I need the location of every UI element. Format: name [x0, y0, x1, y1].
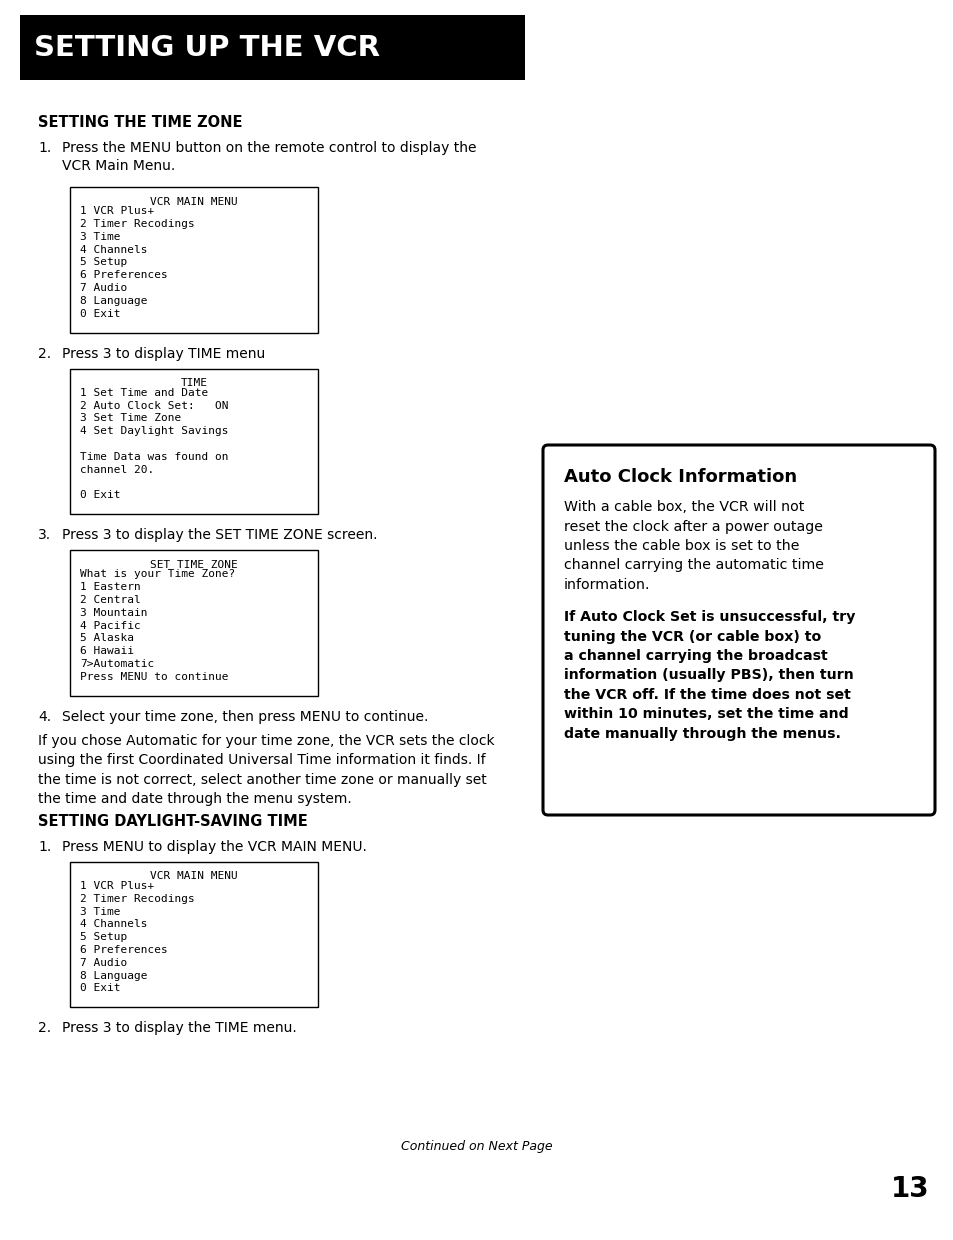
Text: 6 Preferences: 6 Preferences	[80, 270, 168, 280]
Text: 1 Set Time and Date: 1 Set Time and Date	[80, 388, 208, 398]
Text: 1.: 1.	[38, 141, 51, 155]
Text: 2 Auto Clock Set:   ON: 2 Auto Clock Set: ON	[80, 401, 229, 410]
FancyBboxPatch shape	[20, 15, 524, 81]
Text: VCR MAIN MENU: VCR MAIN MENU	[150, 197, 237, 207]
Text: 5 Setup: 5 Setup	[80, 932, 127, 942]
FancyBboxPatch shape	[70, 187, 317, 332]
Text: 7 Audio: 7 Audio	[80, 283, 127, 293]
Text: 3.: 3.	[38, 528, 51, 542]
Text: If Auto Clock Set is unsuccessful, try
tuning the VCR (or cable box) to
a channe: If Auto Clock Set is unsuccessful, try t…	[563, 610, 855, 742]
Text: Continued on Next Page: Continued on Next Page	[401, 1140, 552, 1153]
Text: 4 Pacific: 4 Pacific	[80, 620, 141, 631]
Text: 1.: 1.	[38, 839, 51, 854]
Text: 2 Central: 2 Central	[80, 595, 141, 605]
Text: 0 Exit: 0 Exit	[80, 983, 120, 993]
Text: 2 Timer Recodings: 2 Timer Recodings	[80, 894, 194, 904]
FancyBboxPatch shape	[70, 862, 317, 1007]
Text: SETTING DAYLIGHT-SAVING TIME: SETTING DAYLIGHT-SAVING TIME	[38, 813, 308, 828]
Text: 6 Preferences: 6 Preferences	[80, 945, 168, 955]
Text: 2.: 2.	[38, 347, 51, 361]
Text: 8 Language: 8 Language	[80, 296, 148, 306]
Text: 4 Channels: 4 Channels	[80, 919, 148, 930]
Text: Select your time zone, then press MENU to continue.: Select your time zone, then press MENU t…	[62, 709, 428, 724]
Text: 1 VCR Plus+: 1 VCR Plus+	[80, 880, 154, 892]
Text: 3 Time: 3 Time	[80, 232, 120, 242]
Text: Press 3 to display the TIME menu.: Press 3 to display the TIME menu.	[62, 1022, 296, 1035]
Text: 8 Language: 8 Language	[80, 971, 148, 981]
Text: 13: 13	[890, 1176, 928, 1203]
FancyBboxPatch shape	[70, 368, 317, 515]
Text: What is your Time Zone?: What is your Time Zone?	[80, 569, 235, 579]
Text: 5 Setup: 5 Setup	[80, 258, 127, 268]
FancyBboxPatch shape	[542, 445, 934, 815]
Text: Press MENU to display the VCR MAIN MENU.: Press MENU to display the VCR MAIN MENU.	[62, 839, 367, 854]
Text: 4 Channels: 4 Channels	[80, 244, 148, 254]
Text: 4.: 4.	[38, 709, 51, 724]
Text: 6 Hawaii: 6 Hawaii	[80, 646, 133, 656]
Text: SETTING THE TIME ZONE: SETTING THE TIME ZONE	[38, 115, 242, 130]
Text: 4 Set Daylight Savings: 4 Set Daylight Savings	[80, 427, 229, 436]
Text: Press the MENU button on the remote control to display the
VCR Main Menu.: Press the MENU button on the remote cont…	[62, 141, 476, 174]
Text: VCR MAIN MENU: VCR MAIN MENU	[150, 872, 237, 882]
Text: 7 Audio: 7 Audio	[80, 957, 127, 967]
Text: 7>Automatic: 7>Automatic	[80, 658, 154, 670]
Text: Time Data was found on: Time Data was found on	[80, 451, 229, 461]
Text: SET TIME ZONE: SET TIME ZONE	[150, 559, 237, 570]
Text: 1 Eastern: 1 Eastern	[80, 583, 141, 593]
Text: Auto Clock Information: Auto Clock Information	[563, 467, 797, 486]
Text: With a cable box, the VCR will not
reset the clock after a power outage
unless t: With a cable box, the VCR will not reset…	[563, 500, 823, 591]
Text: 0 Exit: 0 Exit	[80, 490, 120, 500]
FancyBboxPatch shape	[70, 551, 317, 696]
Text: 3 Mountain: 3 Mountain	[80, 608, 148, 618]
Text: SETTING UP THE VCR: SETTING UP THE VCR	[34, 33, 379, 62]
Text: 2 Timer Recodings: 2 Timer Recodings	[80, 219, 194, 229]
Text: TIME: TIME	[180, 378, 208, 388]
Text: Press MENU to continue: Press MENU to continue	[80, 672, 229, 682]
Text: 0 Exit: 0 Exit	[80, 309, 120, 319]
Text: Press 3 to display the SET TIME ZONE screen.: Press 3 to display the SET TIME ZONE scr…	[62, 528, 377, 542]
Text: 3 Set Time Zone: 3 Set Time Zone	[80, 413, 181, 423]
Text: 2.: 2.	[38, 1022, 51, 1035]
Text: 1 VCR Plus+: 1 VCR Plus+	[80, 206, 154, 216]
Text: 3 Time: 3 Time	[80, 906, 120, 916]
Text: Press 3 to display TIME menu: Press 3 to display TIME menu	[62, 347, 265, 361]
Text: channel 20.: channel 20.	[80, 465, 154, 475]
Text: If you chose Automatic for your time zone, the VCR sets the clock
using the firs: If you chose Automatic for your time zon…	[38, 734, 494, 806]
Text: 5 Alaska: 5 Alaska	[80, 634, 133, 644]
